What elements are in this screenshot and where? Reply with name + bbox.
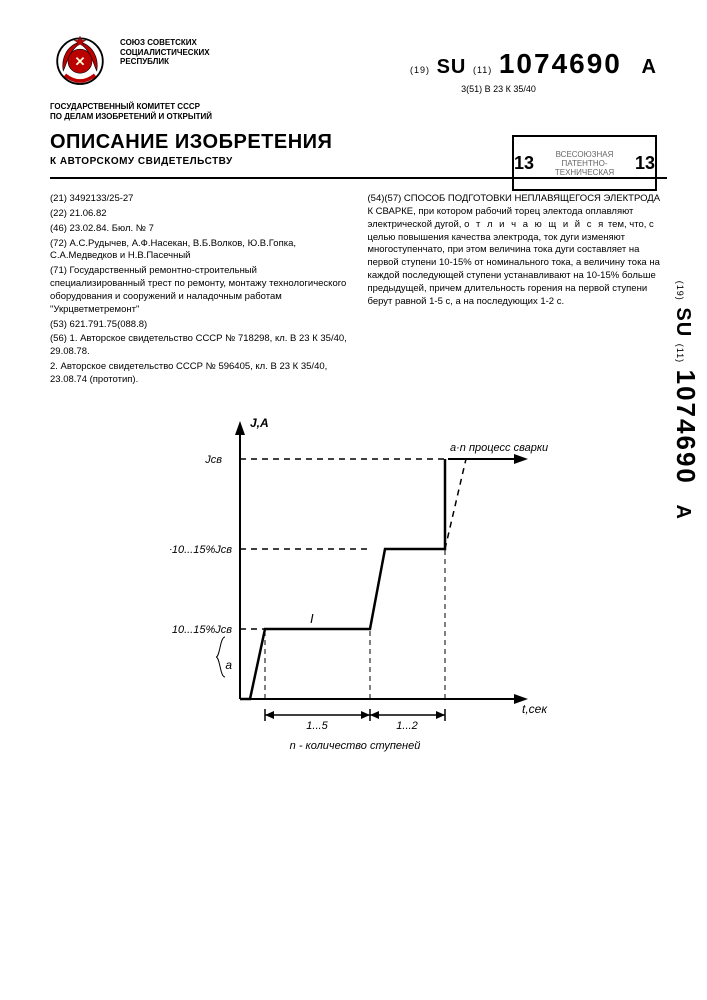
body-columns: (21) 3492133/25-27 (22) 21.06.82 (46) 23… (50, 193, 667, 388)
field-22: (22) 21.06.82 (50, 208, 350, 221)
field-46: (46) 23.02.84. Бюл. № 7 (50, 223, 350, 236)
classification-code: 3(51) В 23 К 35/40 (330, 84, 667, 94)
y-axis-label: J,A (250, 416, 269, 430)
ytick-low: 10...15%Jсв (172, 624, 232, 636)
committee-label: ГОСУДАРСТВЕННЫЙ КОМИТЕТ СССР ПО ДЕЛАМ ИЗ… (50, 102, 667, 121)
stamp-number-right: 13 (635, 153, 655, 174)
x-caption: n - количество ступеней (290, 740, 421, 752)
stamp-line2: ПАТЕНТНО- ТЕХНИЧЕСКАЯ (534, 159, 635, 177)
library-stamp: 13 ВСЕСОЮЗНАЯ ПАТЕНТНО- ТЕХНИЧЕСКАЯ 13 (512, 135, 657, 191)
field-72: (72) А.С.Рудычев, А.Ф.Насекан, В.Б.Волко… (50, 238, 350, 264)
spine-num: 1074690 (671, 370, 701, 485)
abstract: (54)(57) СПОСОБ ПОДГОТОВКИ НЕПЛАВЯЩЕГОСЯ… (368, 193, 668, 308)
ytick-a: a (225, 658, 232, 672)
field-53: (53) 621.791.75(088.8) (50, 319, 350, 332)
spine-19: (19) (675, 281, 685, 301)
page: СОЮЗ СОВЕТСКИХ СОЦИАЛИСТИЧЕСКИХ РЕСПУБЛИ… (0, 0, 707, 779)
x-range-2: 1...2 (396, 720, 417, 732)
x-axis-label: t,сек (522, 702, 548, 716)
process-label: a·n процесс сварки (450, 442, 548, 454)
su-code: SU (437, 56, 467, 78)
field-56b: 2. Авторское свидетельство СССР № 596405… (50, 361, 350, 387)
stamp-line1: ВСЕСОЮЗНАЯ (534, 150, 635, 159)
ytick-jsv: Jсв (204, 454, 222, 466)
chart: J,A t,сек Jсв a·n процесс сварки a+10...… (170, 409, 550, 759)
step-1-label: I (310, 611, 314, 626)
right-column: (54)(57) СПОСОБ ПОДГОТОВКИ НЕПЛАВЯЩЕГОСЯ… (368, 193, 668, 388)
abstract-tail: тем, что, с целью повышения качества эле… (368, 219, 660, 307)
spine-number: (19) SU (11) 1074690 A (670, 281, 701, 520)
prefix-19: (19) (410, 65, 430, 75)
x-range-1: 1...5 (306, 720, 328, 732)
stamp-number-left: 13 (514, 153, 534, 174)
spine-11: (11) (675, 344, 685, 363)
prefix-11: (11) (473, 65, 492, 75)
union-label: СОЮЗ СОВЕТСКИХ СОЦИАЛИСТИЧЕСКИХ РЕСПУБЛИ… (120, 38, 210, 67)
patent-number: 1074690 (499, 48, 622, 79)
ussr-emblem (50, 30, 110, 90)
abstract-otl: о т л и ч а ю щ и й с я (464, 219, 605, 230)
spine-su: SU (672, 307, 694, 337)
left-column: (21) 3492133/25-27 (22) 21.06.82 (46) 23… (50, 193, 350, 388)
field-56a: (56) 1. Авторское свидетельство СССР № 7… (50, 333, 350, 359)
spine-suffix: A (672, 505, 694, 520)
field-71: (71) Государственный ремонтно-строительн… (50, 265, 350, 316)
patent-suffix: A (642, 56, 657, 78)
ytick-mid: a+10...15%Jсв (170, 544, 232, 556)
field-21: (21) 3492133/25-27 (50, 193, 350, 206)
